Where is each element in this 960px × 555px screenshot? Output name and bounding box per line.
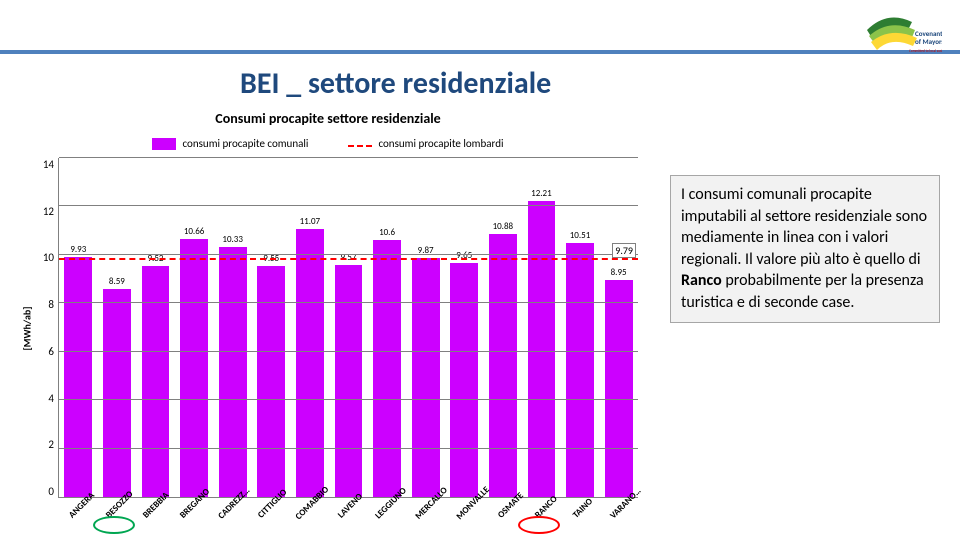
bar [219,247,247,497]
bar [257,266,285,497]
reference-line [59,258,638,260]
plot-area: 9.93 8.59 9.52 10.66 10.33 9.55 11.07 9.57 10.6 9… [58,158,638,498]
bar-value-label: 10.6 [379,227,395,238]
y-tick: 0 [48,485,54,498]
y-tick: 12 [43,205,54,218]
chart-title: Consumi procapite settore residenziale [18,110,638,127]
bar-col: 9.87 [406,158,445,497]
bar-value-label: 10.66 [184,226,205,237]
bar [373,240,401,497]
bar [142,266,170,497]
bar [296,229,324,497]
bar-col: 12.21 [522,158,561,497]
bar [566,243,594,497]
bar-col: 10.88 [484,158,523,497]
legend-swatch [152,138,176,150]
y-tick: 6 [48,345,54,358]
bar [450,263,478,497]
bar-value-label: 8.95 [611,267,627,278]
bar-col: 10.33 [213,158,252,497]
bar [64,257,92,497]
bar-col: 9.57 [329,158,368,497]
bar-value-label: 11.07 [300,216,321,227]
bar [180,239,208,497]
bar-col: 10.51 [561,158,600,497]
legend-swatch [348,145,372,147]
page-title: BEI _ settore residenziale [240,65,551,102]
reference-label: 9.79 [612,243,636,258]
legend-item-comunali: consumi procapite comunali [152,137,308,150]
residential-chart: Consumi procapite settore residenziale c… [18,110,638,540]
bar-value-label: 10.33 [222,234,243,245]
bar-value-label: 12.21 [531,188,552,199]
svg-text:Committed to local sustainable: Committed to local sustainable energy [909,49,942,53]
bar-value-label: 10.51 [570,230,591,241]
grid-line [59,351,638,352]
bar-col: 8.95 [599,158,638,497]
top-divider [0,50,960,54]
bar-col: 10.6 [368,158,407,497]
legend-label: consumi procapite comunali [182,137,308,150]
bar-col: 10.66 [175,158,214,497]
grid-line [59,448,638,449]
grid-line [59,302,638,303]
bar-value-label: 10.88 [493,221,514,232]
grid-line [59,254,638,255]
y-tick: 14 [43,158,54,171]
bar [412,258,440,497]
legend-item-lombardi: consumi procapite lombardi [348,137,503,150]
bar-col: 9.52 [136,158,175,497]
y-tick: 8 [48,298,54,311]
bar-col: 8.59 [98,158,137,497]
legend-label: consumi procapite lombardi [378,137,503,150]
bar-col: 9.65 [445,158,484,497]
bar [335,265,363,497]
bar [528,201,556,497]
grid-line [59,205,638,206]
grid-line [59,399,638,400]
y-axis-ticks: 14 12 10 8 6 4 2 0 [36,158,58,498]
annotation-box: I consumi comunali procapite imputabili … [670,175,940,323]
bar [489,234,517,497]
x-axis-labels: ANGERABESOZZOBREBBIABREGANOCADREZZ…CITTI… [58,498,638,548]
covenant-logo: Covenant of Mayors Committed to local su… [857,10,942,70]
y-tick: 4 [48,392,54,405]
y-tick: 2 [48,438,54,451]
y-axis-label: [MWh/ab] [18,158,36,498]
svg-text:of Mayors: of Mayors [915,37,942,46]
y-tick: 10 [43,251,54,264]
bar [103,289,131,497]
bar-value-label: 8.59 [109,276,125,287]
chart-legend: consumi procapite comunali consumi proca… [18,137,638,150]
bar [605,280,633,497]
bar-col: 9.55 [252,158,291,497]
annotation-bold: Ranco [681,271,722,290]
grid-line [59,157,638,158]
bar-col: 11.07 [291,158,330,497]
bar-col: 9.93 [59,158,98,497]
annotation-text: I consumi comunali procapite imputabili … [681,185,927,269]
